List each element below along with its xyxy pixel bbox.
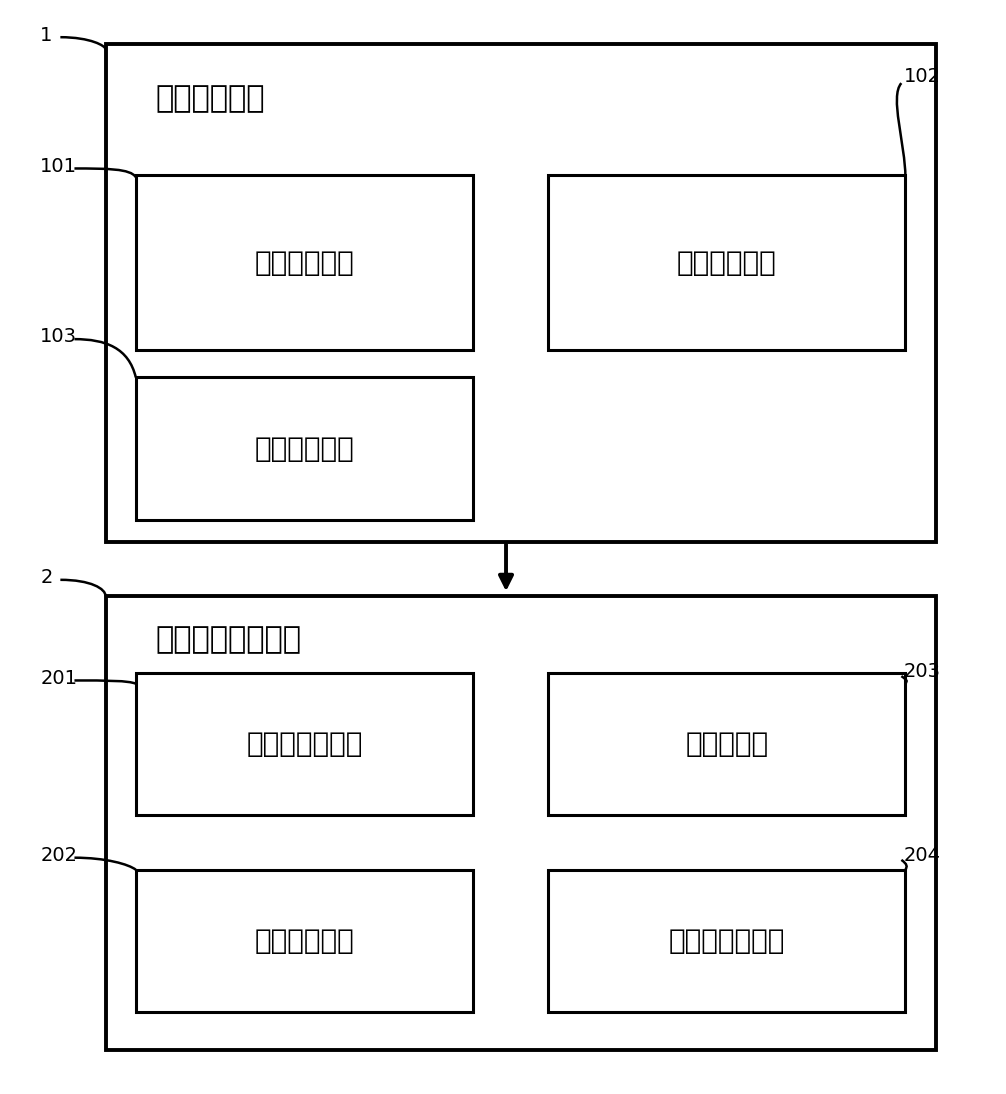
Text: 202: 202 xyxy=(40,846,77,865)
Bar xyxy=(548,175,905,350)
Text: 103: 103 xyxy=(40,327,77,347)
Text: 消息接入管理: 消息接入管理 xyxy=(255,248,354,277)
Text: 时序控制器: 时序控制器 xyxy=(685,730,769,758)
Bar xyxy=(136,870,473,1012)
Text: 1: 1 xyxy=(40,25,52,45)
Text: 101: 101 xyxy=(40,156,77,176)
Bar xyxy=(106,596,936,1050)
Text: 102: 102 xyxy=(903,67,941,86)
Bar xyxy=(136,673,473,815)
Text: 消息规则管理器: 消息规则管理器 xyxy=(246,730,362,758)
Text: 203: 203 xyxy=(903,662,941,682)
Bar xyxy=(106,44,936,542)
Text: 消息队列管理模块: 消息队列管理模块 xyxy=(156,626,302,654)
Text: 消息优先队列: 消息优先队列 xyxy=(255,927,354,955)
Text: 201: 201 xyxy=(40,668,77,688)
Text: 204: 204 xyxy=(903,846,941,865)
Text: 优先策略控制器: 优先策略控制器 xyxy=(669,927,785,955)
Text: 消息复制管理: 消息复制管理 xyxy=(677,248,777,277)
Text: 消息分发模块: 消息分发模块 xyxy=(156,84,266,113)
Text: 2: 2 xyxy=(40,568,52,587)
Bar xyxy=(548,870,905,1012)
Bar xyxy=(136,377,473,520)
Bar xyxy=(548,673,905,815)
Text: 消息分发管理: 消息分发管理 xyxy=(255,434,354,463)
Bar xyxy=(136,175,473,350)
